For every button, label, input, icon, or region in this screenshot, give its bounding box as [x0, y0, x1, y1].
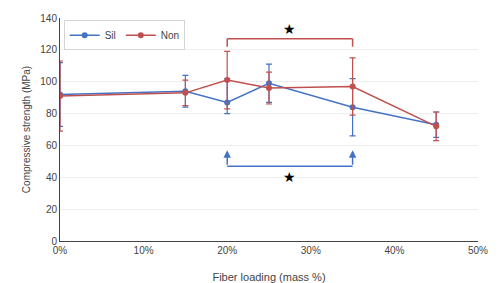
svg-text:10%: 10% — [134, 245, 154, 256]
svg-text:30%: 30% — [301, 245, 321, 256]
svg-text:60: 60 — [46, 140, 58, 151]
svg-text:0: 0 — [51, 236, 57, 247]
svg-text:20: 20 — [46, 204, 58, 215]
svg-text:Sil: Sil — [105, 30, 116, 41]
svg-text:50%: 50% — [468, 245, 488, 256]
svg-text:20%: 20% — [217, 245, 237, 256]
svg-text:140: 140 — [40, 13, 57, 24]
svg-text:120: 120 — [40, 44, 57, 55]
svg-text:40%: 40% — [384, 245, 404, 256]
svg-text:Non: Non — [161, 30, 179, 41]
svg-text:100: 100 — [40, 76, 57, 87]
svg-text:Fiber loading (mass %): Fiber loading (mass %) — [212, 271, 325, 283]
svg-text:80: 80 — [46, 108, 58, 119]
svg-text:0%: 0% — [53, 245, 68, 256]
svg-text:Compressive strength (MPa): Compressive strength (MPa) — [21, 66, 32, 193]
svg-text:★: ★ — [283, 169, 296, 185]
svg-text:40: 40 — [46, 172, 58, 183]
svg-text:★: ★ — [283, 21, 296, 37]
